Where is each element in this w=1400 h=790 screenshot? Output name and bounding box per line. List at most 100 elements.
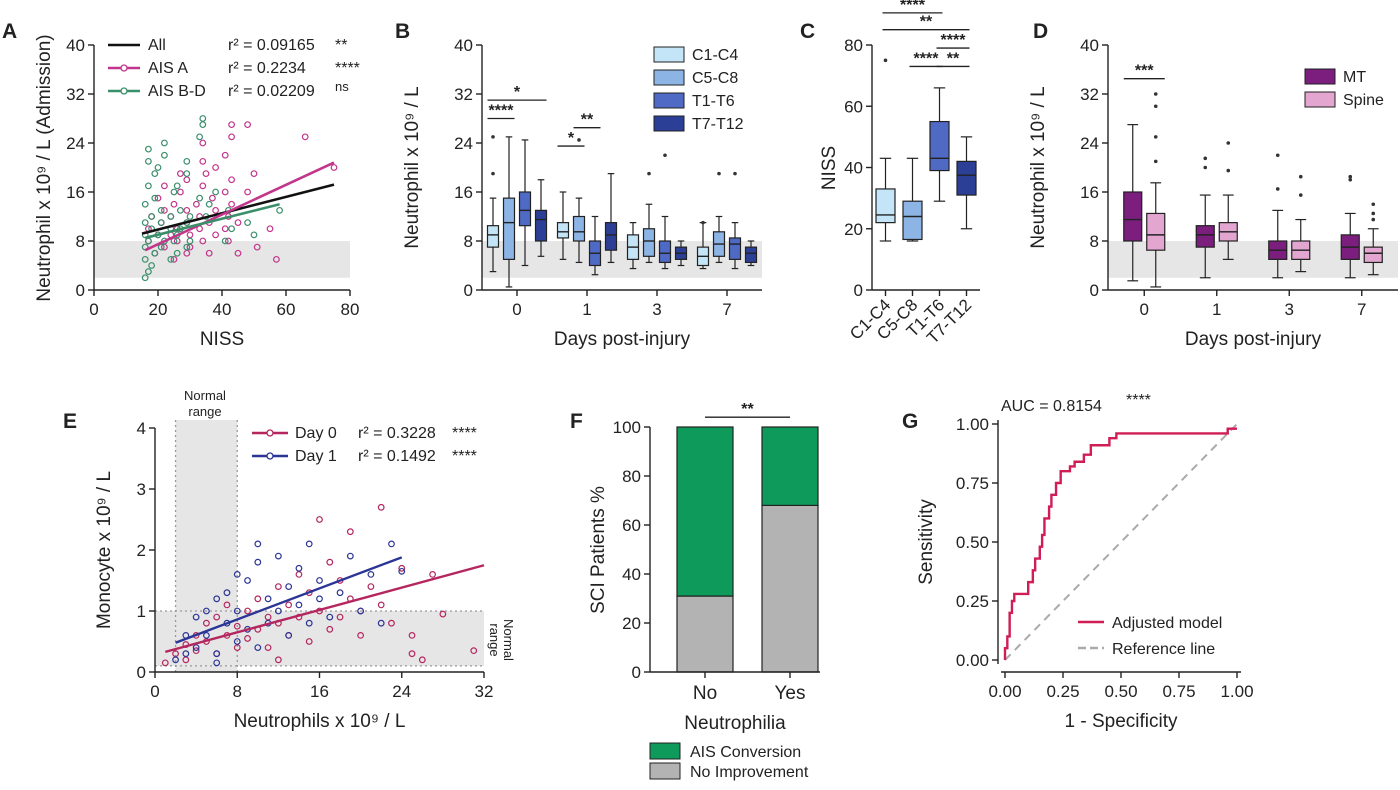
c-y-tick-label: 40	[844, 159, 863, 178]
a-point-ais-b-d	[173, 249, 181, 257]
d-box-mt-outlier	[1348, 174, 1353, 179]
e-legend-sig: ****	[452, 448, 477, 465]
f-y-axis-title: SCI Patients %	[588, 486, 609, 614]
b-x-tick-label: 1	[582, 300, 591, 319]
f-bar-ais-conversion	[676, 426, 734, 597]
e-point-day-0	[244, 635, 251, 642]
a-point-ais-a	[228, 176, 236, 184]
a-x-tick-label: 20	[149, 300, 168, 319]
a-point-ais-a	[228, 200, 236, 208]
e-fit-line-1	[175, 556, 403, 644]
a-legend-sig: ****	[335, 60, 360, 77]
e-point-day-0	[398, 564, 406, 572]
a-point-ais-a	[221, 225, 229, 233]
a-x-tick-label: 80	[341, 300, 360, 319]
c-box-c1-c4-box	[875, 188, 896, 224]
b-bracket-label: *	[514, 84, 521, 101]
a-point-ais-a	[208, 194, 216, 202]
e-point-day-0	[408, 650, 416, 658]
c-box-c5-c8-box	[902, 200, 923, 241]
a-point-ais-a	[176, 188, 184, 196]
c-y-tick-label: 20	[844, 220, 863, 239]
a-point-ais-b-d	[157, 206, 165, 214]
d-x-tick-label: 3	[1285, 300, 1294, 319]
panel-g: G AUC = 0.8154 **** 0.00 0.25 0.50 0.75 1.00 0.0…	[902, 392, 1254, 732]
a-point-ais-a	[186, 231, 194, 239]
b-legend-label: C5-C8	[692, 70, 738, 87]
e-point-day-0	[377, 601, 385, 609]
a-point-ais-b-d	[205, 200, 213, 208]
e-annotation-top-line1: Normal	[184, 388, 226, 403]
f-legend-label: AIS Conversion	[690, 744, 801, 761]
e-point-day-1	[274, 552, 282, 560]
e-y-tick-label: 2	[137, 541, 146, 560]
a-point-ais-a	[199, 139, 207, 147]
g-chart-title: AUC = 0.8154	[1001, 398, 1102, 415]
e-point-day-1	[274, 607, 282, 615]
a-point-ais-a	[250, 170, 258, 178]
a-point-ais-b-d	[186, 213, 194, 220]
e-y-tick-label: 0	[137, 663, 146, 682]
a-point-ais-a	[221, 188, 229, 196]
a-point-ais-b-d	[141, 219, 149, 227]
e-point-day-1	[264, 595, 272, 603]
a-point-ais-a	[228, 121, 236, 129]
d-legend-label: MT	[1343, 69, 1366, 86]
d-y-tick-label: 32	[1080, 85, 1099, 104]
d-box-spine-outlier	[1153, 159, 1158, 164]
e-point-day-0	[429, 571, 436, 578]
e-point-day-1	[192, 644, 200, 651]
b-box-t1-t6-outlier	[733, 171, 737, 176]
d-box-spine-box	[1146, 212, 1166, 251]
panel-a: A 0 8 16 24 32 40 0 20 40 60 80 NISS Neutrophil x 10⁹…	[2, 20, 360, 350]
a-point-ais-a	[160, 206, 168, 214]
b-box-c1-c4-box	[556, 222, 570, 239]
a-point-ais-b-d	[167, 255, 175, 263]
e-legend-label: Day 1	[295, 448, 337, 465]
b-y-tick-label: 32	[454, 85, 473, 104]
a-fit-line-2	[144, 202, 280, 240]
e-point-day-1	[254, 644, 262, 651]
b-box-c1-c4-box	[486, 225, 500, 248]
a-point-ais-a	[212, 164, 220, 171]
e-point-day-1	[316, 577, 323, 584]
e-legend-r2: r² = 0.1492	[358, 448, 436, 465]
e-point-day-0	[388, 619, 395, 627]
a-point-ais-b-d	[151, 249, 159, 257]
a-point-ais-b-d	[141, 255, 149, 263]
b-y-tick-label: 0	[464, 281, 473, 300]
a-point-ais-b-d	[183, 243, 191, 251]
a-x-axis-title: NISS	[200, 329, 244, 350]
c-box-t1-t6-box	[929, 120, 950, 172]
a-point-ais-a	[228, 133, 236, 141]
a-point-ais-a	[176, 170, 184, 178]
a-point-ais-a	[330, 164, 338, 171]
a-legend-label: AIS B-D	[148, 83, 206, 100]
e-point-day-0	[336, 613, 344, 621]
e-point-day-0	[254, 595, 262, 603]
e-y-tick-label: 4	[137, 419, 146, 438]
d-legend-swatch	[1304, 68, 1336, 85]
d-box-spine-outlier	[1153, 92, 1158, 96]
e-point-day-0	[408, 632, 416, 639]
a-point-ais-b-d	[196, 133, 204, 141]
b-legend-label: T7-T12	[692, 116, 744, 133]
a-point-ais-a	[301, 133, 309, 141]
d-box-spine-outlier	[1298, 174, 1303, 179]
b-legend-swatch	[653, 46, 685, 63]
panel-d: D 0 8 16 24 32 40 0 1 3 7 Days post-injury Neutrophi…	[1028, 20, 1398, 350]
a-point-ais-b-d	[141, 200, 149, 208]
e-point-day-0	[233, 622, 241, 630]
a-point-ais-a	[273, 255, 280, 263]
g-roc-curve	[1003, 427, 1237, 660]
e-point-day-1	[336, 589, 344, 597]
a-point-ais-a	[202, 170, 210, 178]
b-box-c1-c4-outlier	[701, 220, 705, 225]
a-point-ais-a	[253, 243, 261, 251]
a-point-ais-b-d	[144, 145, 152, 153]
e-annotation-right-line1: Normal	[501, 619, 516, 661]
e-normal-range-y-band	[155, 611, 484, 666]
e-point-day-0	[377, 503, 385, 511]
c-box-c1-c4-outlier	[883, 58, 888, 63]
